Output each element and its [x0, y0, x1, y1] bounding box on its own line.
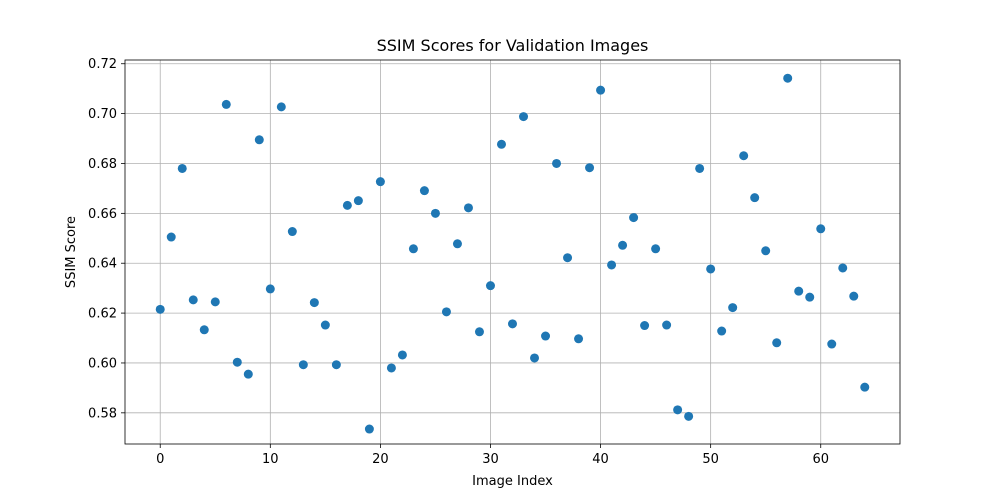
data-point [485, 281, 495, 291]
y-tick-label: 0.58 [88, 406, 117, 421]
y-tick-label: 0.72 [88, 57, 117, 72]
x-tick-label: 50 [702, 452, 719, 467]
data-point [816, 224, 826, 234]
data-point [232, 357, 242, 367]
x-tick-label: 30 [482, 452, 499, 467]
data-point [662, 320, 672, 330]
data-point [375, 177, 385, 187]
chart-title: SSIM Scores for Validation Images [377, 36, 649, 55]
plot-frame [124, 59, 901, 445]
data-point [673, 405, 683, 415]
data-point [805, 292, 815, 302]
y-tick-label: 0.62 [88, 307, 117, 322]
data-point [496, 139, 506, 149]
data-point [574, 334, 584, 344]
x-axis-label: Image Index [472, 474, 553, 489]
y-tick-label: 0.66 [88, 207, 117, 222]
data-point [265, 284, 275, 294]
y-tick-label: 0.60 [88, 356, 117, 371]
data-point [827, 339, 837, 349]
data-point [618, 240, 628, 250]
data-point [739, 151, 749, 161]
data-point [199, 325, 209, 335]
data-point [629, 213, 639, 223]
data-point [474, 327, 484, 337]
data-point [706, 264, 716, 274]
data-point [221, 99, 231, 109]
grid-lines [125, 60, 900, 444]
data-point [607, 260, 617, 270]
data-point [717, 326, 727, 336]
data-point [188, 295, 198, 305]
data-point [519, 112, 529, 122]
data-point [750, 193, 760, 203]
data-point [761, 246, 771, 256]
data-point [541, 331, 551, 341]
data-point [309, 298, 319, 308]
data-point [155, 304, 165, 314]
x-axis-ticks: 0 10 20 30 40 50 60 [156, 444, 829, 467]
data-point [508, 319, 517, 329]
y-tick-label: 0.70 [88, 107, 117, 122]
data-point [386, 363, 396, 373]
data-point [684, 411, 694, 421]
data-point [596, 85, 606, 95]
data-point [849, 291, 859, 301]
data-point [838, 263, 848, 273]
data-point [640, 321, 650, 331]
data-point [177, 163, 187, 173]
data-point [585, 163, 595, 173]
data-point [166, 232, 176, 242]
y-axis-ticks: 0.58 0.60 0.62 0.64 0.66 0.68 0.70 0.72 [88, 57, 125, 421]
data-point [860, 382, 870, 392]
data-point [728, 303, 738, 313]
data-point [342, 200, 352, 210]
y-axis-label: SSIM Score [64, 216, 79, 288]
data-point [298, 360, 308, 370]
data-point [276, 102, 286, 112]
data-point [530, 353, 540, 363]
data-point [430, 208, 440, 218]
data-point [563, 253, 573, 263]
x-tick-label: 0 [156, 452, 164, 467]
data-point [320, 320, 330, 330]
data-points [155, 73, 870, 434]
data-point [463, 203, 473, 213]
x-tick-label: 10 [262, 452, 279, 467]
data-point [243, 369, 253, 379]
x-tick-label: 40 [592, 452, 609, 467]
data-point [552, 158, 562, 168]
data-point [210, 297, 220, 307]
data-point [287, 227, 297, 237]
data-point [364, 424, 374, 434]
data-point [783, 73, 793, 83]
y-tick-label: 0.68 [88, 157, 117, 172]
data-point [419, 186, 429, 196]
data-point [772, 338, 782, 348]
data-point [408, 244, 418, 254]
data-point [794, 286, 804, 296]
data-point [397, 350, 407, 360]
data-point [695, 163, 705, 173]
data-point [651, 244, 661, 254]
data-point [353, 196, 363, 206]
x-tick-label: 20 [372, 452, 389, 467]
data-point [452, 239, 462, 249]
data-point [331, 360, 341, 370]
y-tick-label: 0.64 [88, 257, 117, 272]
x-tick-label: 60 [812, 452, 829, 467]
data-point [441, 307, 451, 317]
data-point [254, 135, 264, 145]
